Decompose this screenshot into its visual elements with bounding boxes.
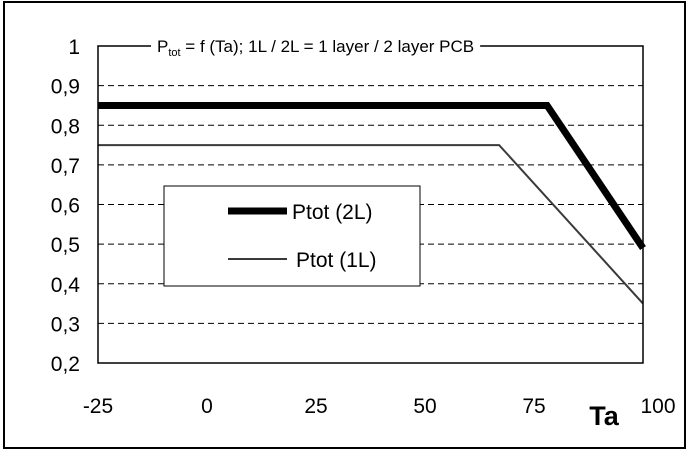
title-rest: = f (Ta); 1L / 2L = 1 layer / 2 layer PC… bbox=[181, 37, 475, 56]
y-tick-labels: 0,2 0,3 0,4 0,5 0,6 0,7 0,8 0,9 1 bbox=[51, 36, 81, 376]
y-tick-label: 0,7 bbox=[51, 155, 80, 178]
legend-label-2l: Ptot (2L) bbox=[292, 201, 373, 224]
y-tick-label: 0,4 bbox=[51, 274, 81, 297]
y-tick-label: 0,9 bbox=[51, 76, 80, 99]
x-tick-label: -25 bbox=[83, 395, 113, 418]
chart-title: Ptot = f (Ta); 1L / 2L = 1 layer / 2 lay… bbox=[157, 37, 474, 59]
x-tick-label: 25 bbox=[304, 395, 327, 418]
series-lines bbox=[98, 101, 646, 305]
legend-box bbox=[163, 185, 421, 287]
y-tick-label: 1 bbox=[68, 36, 80, 59]
y-tick-label: 0,3 bbox=[51, 313, 80, 336]
x-axis-label: Ta bbox=[589, 401, 619, 431]
series-line-1l bbox=[98, 144, 644, 305]
x-tick-label: 50 bbox=[413, 395, 436, 418]
title-p: P bbox=[157, 37, 168, 56]
legend-label-1l: Ptot (1L) bbox=[296, 249, 377, 272]
x-tick-label: 0 bbox=[201, 395, 213, 418]
x-tick-labels: -25 0 25 50 75 100 bbox=[83, 395, 676, 418]
y-tick-label: 0,5 bbox=[51, 234, 80, 257]
series-line-2l bbox=[98, 101, 646, 251]
y-tick-label: 0,8 bbox=[51, 115, 80, 138]
title-background bbox=[151, 42, 481, 52]
x-tick-label: 100 bbox=[640, 395, 675, 418]
legend: Ptot (2L) Ptot (1L) bbox=[163, 185, 421, 287]
title-subscript: tot bbox=[168, 47, 180, 59]
y-tick-label: 0,6 bbox=[51, 195, 80, 218]
x-tick-label: 75 bbox=[522, 395, 545, 418]
y-tick-label: 0,2 bbox=[51, 353, 80, 376]
